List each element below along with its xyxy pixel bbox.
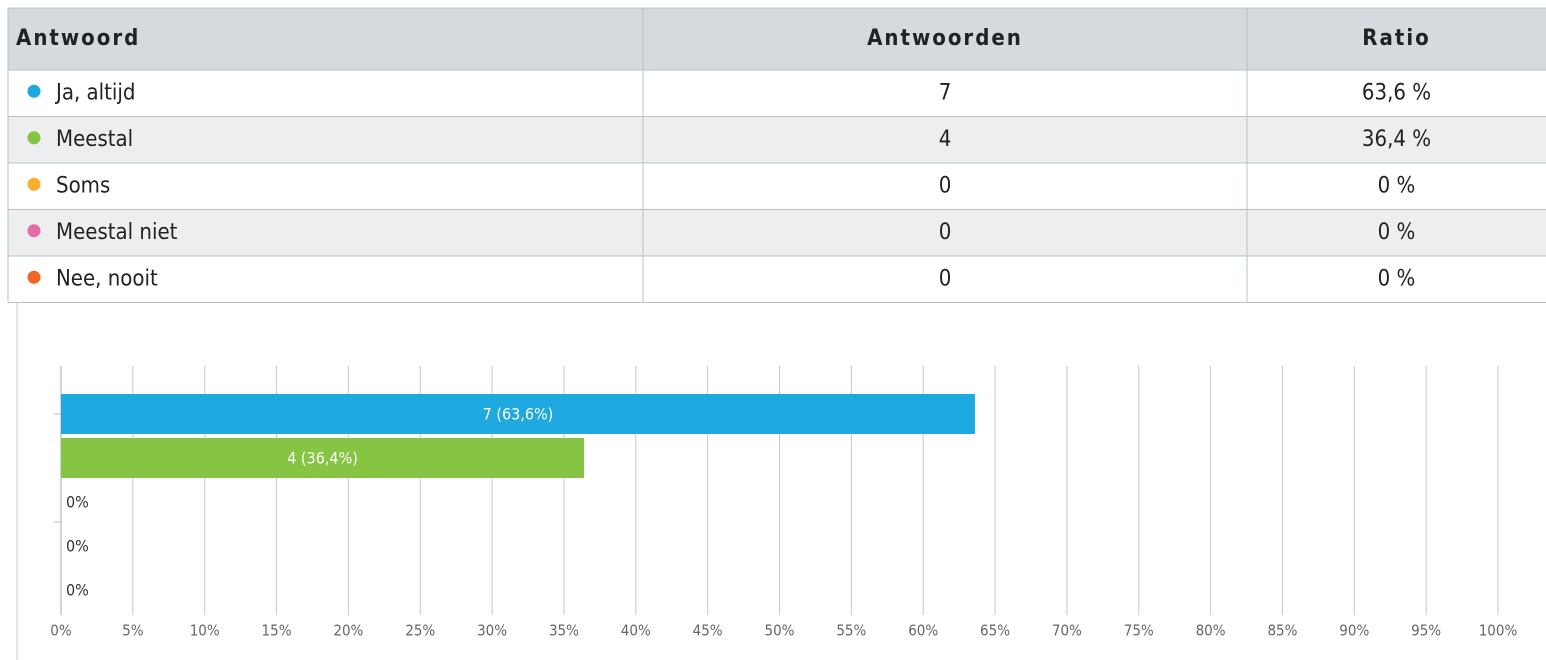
x-tick-label: 75% xyxy=(1124,622,1154,640)
x-tick-label: 55% xyxy=(836,622,866,640)
x-tick-label: 40% xyxy=(621,622,651,640)
cell: 4 xyxy=(939,127,952,152)
x-tick-label: 0% xyxy=(50,622,72,640)
bar-label: 4 (36,4%) xyxy=(287,449,358,468)
cell: 0 xyxy=(939,173,952,198)
cell: Ja, altijd xyxy=(54,80,135,105)
column-header: Antwoorden xyxy=(867,26,1023,51)
legend-dot xyxy=(27,224,41,238)
cell: 7 xyxy=(939,80,952,105)
x-tick-label: 70% xyxy=(1052,622,1082,640)
cell: Meestal niet xyxy=(56,220,178,245)
x-tick-label: 85% xyxy=(1267,622,1297,640)
cell: 0 % xyxy=(1378,266,1416,291)
x-tick-label: 30% xyxy=(477,622,507,640)
row-bg xyxy=(8,256,1546,303)
cell: Soms xyxy=(56,173,110,198)
x-tick-label: 35% xyxy=(549,622,579,640)
cell: 0 % xyxy=(1378,173,1416,198)
bar-label: 0% xyxy=(66,581,89,600)
cell: 36,4 % xyxy=(1362,127,1431,152)
x-tick-label: 90% xyxy=(1339,622,1369,640)
legend-dot xyxy=(27,177,41,191)
bar-label: 7 (63,6%) xyxy=(483,405,554,424)
row-bg xyxy=(8,116,1546,163)
column-header: Antwoord xyxy=(16,26,140,51)
x-tick-label: 50% xyxy=(765,622,795,640)
x-tick-label: 5% xyxy=(122,622,144,640)
legend-dot xyxy=(27,131,41,145)
cell: 0 xyxy=(939,266,952,291)
x-tick-label: 15% xyxy=(262,622,292,640)
cell: Meestal xyxy=(56,127,133,152)
legend-dot xyxy=(27,270,41,284)
cell: 63,6 % xyxy=(1362,80,1431,105)
bar-label: 0% xyxy=(66,493,89,512)
row-bg xyxy=(8,163,1546,210)
row-bg xyxy=(8,209,1546,256)
bar-label: 0% xyxy=(66,537,89,556)
x-tick-label: 80% xyxy=(1196,622,1226,640)
x-tick-label: 60% xyxy=(908,622,938,640)
x-tick-label: 10% xyxy=(190,622,220,640)
cell: 0 % xyxy=(1378,220,1416,245)
header-bg xyxy=(8,8,1546,70)
x-tick-label: 100% xyxy=(1479,622,1518,640)
bar xyxy=(61,394,975,434)
x-tick-label: 45% xyxy=(693,622,723,640)
x-tick-label: 20% xyxy=(333,622,363,640)
x-tick-label: 95% xyxy=(1411,622,1441,640)
column-header: Ratio xyxy=(1362,26,1430,51)
x-tick-label: 65% xyxy=(980,622,1010,640)
legend-dot xyxy=(27,84,41,98)
cell: Nee, nooit xyxy=(56,266,158,291)
cell: 0 xyxy=(939,220,952,245)
row-bg xyxy=(8,70,1546,117)
x-tick-label: 25% xyxy=(405,622,435,640)
bar xyxy=(61,438,585,478)
